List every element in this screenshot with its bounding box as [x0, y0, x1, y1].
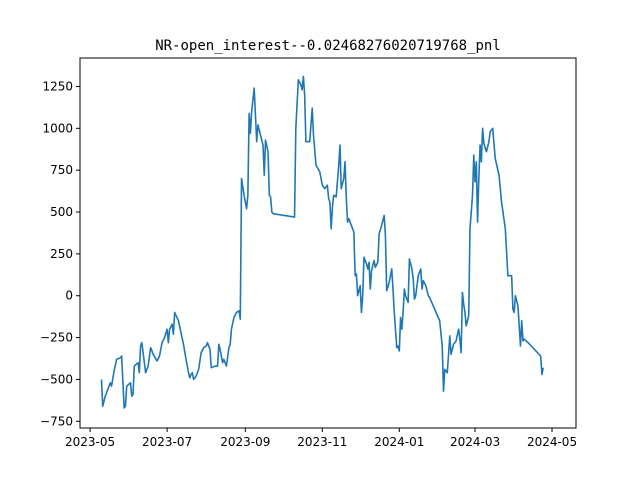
x-tick-label: 2023-07	[142, 435, 192, 449]
x-tick-label: 2024-03	[450, 435, 500, 449]
x-axis: 2023-05 2023-07 2023-09 2023-11 2024-01 2024-…	[65, 428, 577, 449]
chart-title: NR-open_interest--0.02468276020719768_pn…	[155, 38, 501, 54]
y-tick-label: −750	[40, 414, 73, 428]
y-tick-label: 250	[50, 247, 73, 261]
x-tick-label: 2023-09	[220, 435, 270, 449]
x-tick-label: 2023-11	[297, 435, 347, 449]
x-tick-label: 2023-05	[65, 435, 115, 449]
y-tick-label: −500	[40, 372, 73, 386]
y-tick-label: 750	[50, 163, 73, 177]
y-tick-label: 1000	[42, 121, 73, 135]
y-tick-label: 1250	[42, 79, 73, 93]
plot-frame	[79, 57, 577, 429]
x-tick-label: 2024-01	[374, 435, 424, 449]
series-line	[100, 75, 544, 409]
y-axis: −750 −500 −250 0 250 500 750 1000 1250	[40, 79, 80, 428]
plot-area	[100, 75, 544, 409]
y-tick-label: 0	[65, 289, 73, 303]
x-tick-label: 2024-05	[527, 435, 577, 449]
y-tick-label: 500	[50, 205, 73, 219]
y-tick-label: −250	[40, 331, 73, 345]
